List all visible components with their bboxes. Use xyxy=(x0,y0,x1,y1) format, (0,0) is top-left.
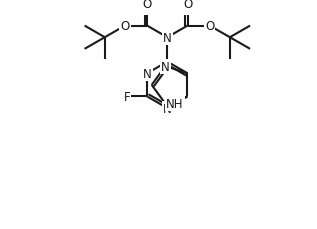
Text: N: N xyxy=(163,32,172,44)
Text: O: O xyxy=(183,0,192,11)
Text: O: O xyxy=(120,20,130,33)
Text: O: O xyxy=(142,0,152,11)
Text: N: N xyxy=(161,60,170,73)
Text: F: F xyxy=(124,91,130,104)
Text: O: O xyxy=(205,20,214,33)
Text: NH: NH xyxy=(166,98,184,111)
Text: N: N xyxy=(143,68,152,80)
Text: N: N xyxy=(163,102,172,115)
